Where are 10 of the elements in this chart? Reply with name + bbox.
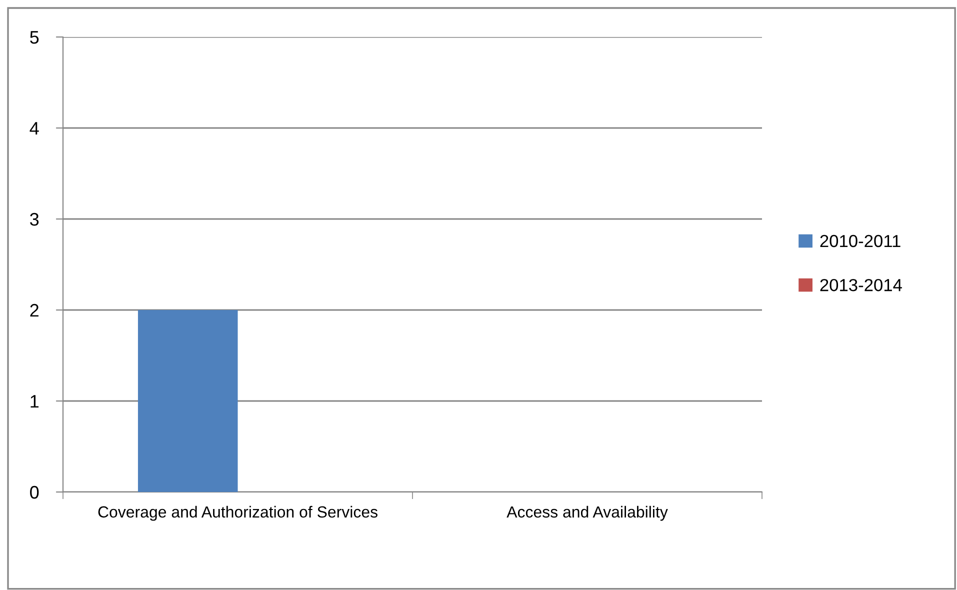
y-tick-label: 2	[30, 304, 38, 317]
y-tick-label: 5	[30, 31, 39, 44]
y-tick-label: 0	[30, 486, 39, 499]
legend-label: 2010-2011	[820, 234, 900, 248]
x-tick-label: Access and Availability	[506, 506, 668, 521]
y-tick-label: 4	[30, 122, 39, 135]
y-tick-label: 3	[30, 212, 39, 226]
legend-label: 2013-2014	[820, 278, 902, 292]
y-tick-label: 1	[30, 395, 39, 408]
x-tick-label: Coverage and Authorization of Services	[98, 506, 378, 521]
